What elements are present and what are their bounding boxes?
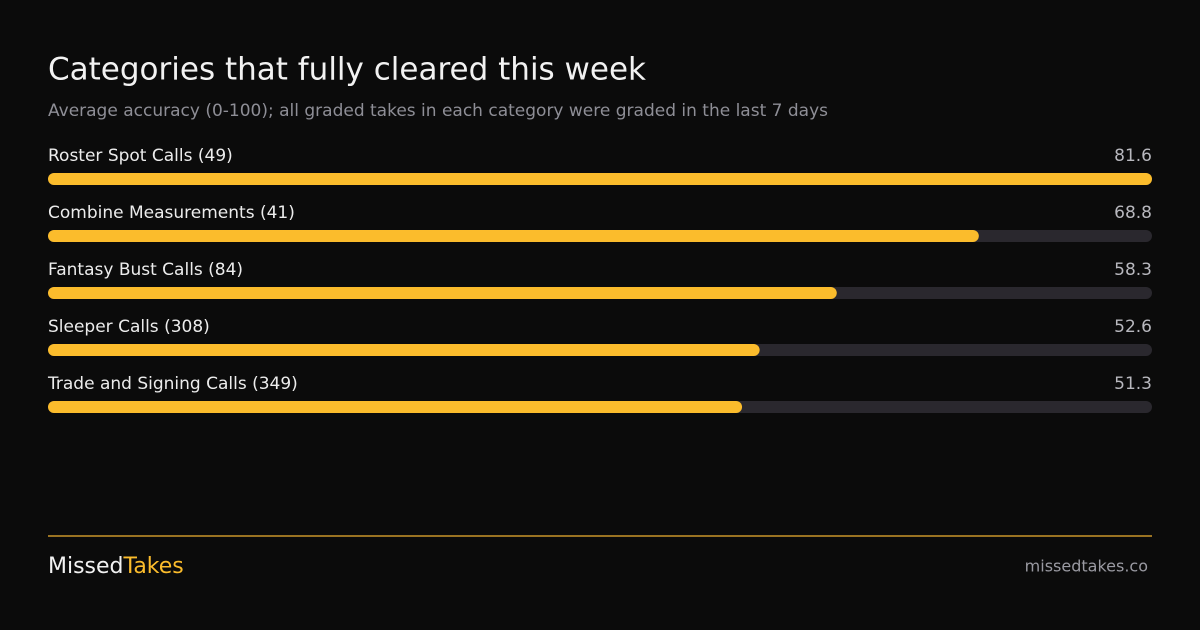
category-label: Combine Measurements (41) (48, 203, 295, 223)
value-label: 58.3 (1114, 260, 1152, 280)
value-label: 81.6 (1114, 146, 1152, 166)
brand-first: Missed (48, 554, 124, 579)
chart-title: Categories that fully cleared this week (48, 52, 646, 88)
chart-subtitle: Average accuracy (0-100); all graded tak… (48, 101, 828, 121)
bar (48, 401, 743, 413)
bar (48, 344, 760, 356)
category-label: Roster Spot Calls (49) (48, 146, 233, 166)
category-label: Trade and Signing Calls (349) (47, 374, 298, 394)
category-label: Sleeper Calls (308) (48, 317, 210, 337)
value-label: 51.3 (1114, 374, 1152, 394)
brand: MissedTakes (48, 554, 184, 579)
url: missedtakes.co (1025, 557, 1148, 576)
brand-second: Takes (123, 554, 184, 579)
bar (48, 230, 979, 242)
bar (48, 173, 1152, 185)
category-label: Fantasy Bust Calls (84) (48, 260, 243, 280)
bar (48, 287, 837, 299)
value-label: 52.6 (1114, 317, 1152, 337)
value-label: 68.8 (1114, 203, 1152, 223)
